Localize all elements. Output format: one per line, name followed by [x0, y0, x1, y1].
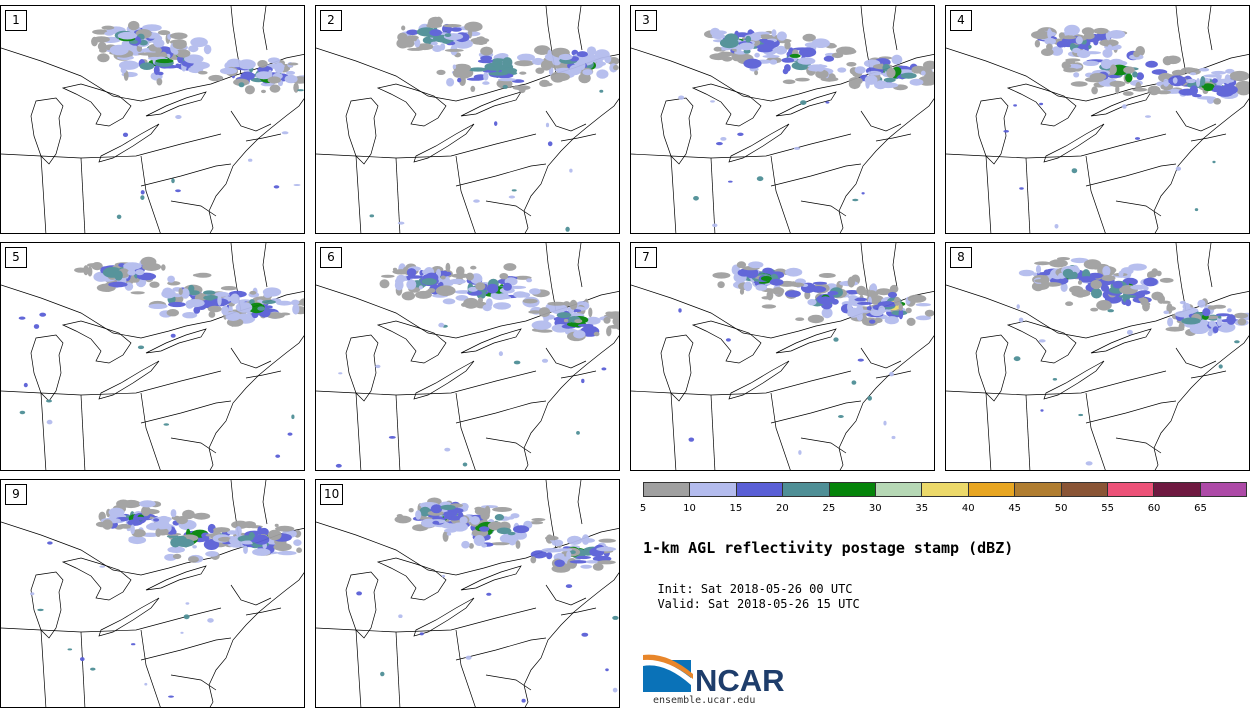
member-panel: 1	[0, 5, 305, 234]
colorbar-tick: 55	[1101, 503, 1114, 514]
colorbar-segment	[1154, 483, 1201, 496]
colorbar-segment	[1200, 483, 1247, 496]
member-panel: 9	[0, 479, 305, 708]
logo-brand-text: NCAR	[695, 663, 785, 694]
colorbar-tick: 60	[1147, 503, 1161, 514]
member-panel: 6	[315, 242, 620, 471]
colorbar-segment	[968, 483, 1016, 496]
colorbar-tick: 45	[1008, 503, 1022, 514]
colorbar-tick: 30	[868, 503, 882, 514]
colorbar-tick: 20	[776, 503, 789, 514]
figure-title: 1-km AGL reflectivity postage stamp (dBZ…	[643, 539, 1014, 557]
reflectivity-map	[946, 243, 1249, 470]
member-number-label: 1	[5, 10, 27, 31]
colorbar-segment	[1015, 483, 1062, 496]
colorbar-segment	[1107, 483, 1155, 496]
reflectivity-map	[316, 6, 619, 233]
member-number-label: 5	[5, 247, 27, 268]
colorbar-tick: 15	[729, 503, 743, 514]
init-label: Init:	[657, 582, 694, 596]
colorbar-segment	[644, 483, 691, 496]
colorbar-segment	[1061, 483, 1108, 496]
valid-line: Valid: Sat 2018-05-26 15 UTC	[643, 583, 860, 611]
colorbar-tick: 40	[961, 503, 975, 514]
member-number-label: 7	[635, 247, 657, 268]
reflectivity-map	[631, 243, 934, 470]
member-number-label: 4	[950, 10, 972, 31]
colorbar-tick: 10	[683, 503, 696, 514]
reflectivity-map	[316, 480, 619, 707]
reflectivity-colorbar	[643, 482, 1247, 497]
member-number-label: 8	[950, 247, 972, 268]
init-value: Sat 2018-05-26 00 UTC	[700, 582, 853, 596]
colorbar-segment	[690, 483, 737, 496]
valid-label: Valid:	[657, 597, 701, 611]
colorbar-segment	[875, 483, 923, 496]
member-panel: 2	[315, 5, 620, 234]
reflectivity-map	[946, 6, 1249, 233]
member-panel: 4	[945, 5, 1250, 234]
reflectivity-map	[316, 243, 619, 470]
reflectivity-map	[631, 6, 934, 233]
member-panel: 8	[945, 242, 1250, 471]
colorbar-segment	[736, 483, 784, 496]
member-number-label: 9	[5, 484, 27, 505]
colorbar-tick: 35	[915, 503, 929, 514]
member-panel: 5	[0, 242, 305, 471]
ncar-logo: NCAR	[643, 654, 785, 694]
member-number-label: 10	[320, 484, 344, 505]
colorbar-tick: 65	[1194, 503, 1207, 514]
member-panel: 10	[315, 479, 620, 708]
member-number-label: 2	[320, 10, 342, 31]
init-line: Init: Sat 2018-05-26 00 UTC	[643, 568, 853, 596]
member-number-label: 3	[635, 10, 657, 31]
reflectivity-map	[1, 243, 304, 470]
reflectivity-map	[1, 6, 304, 233]
member-panel: 7	[630, 242, 935, 471]
valid-value: Sat 2018-05-26 15 UTC	[708, 597, 860, 611]
colorbar-tick: 5	[639, 503, 647, 514]
member-panel: 3	[630, 5, 935, 234]
reflectivity-map	[1, 480, 304, 707]
colorbar-tick-labels: 5 10 15 20 25 30 35 40 45 50 55 60 65	[639, 503, 1247, 517]
colorbar-tick: 50	[1054, 503, 1068, 514]
member-number-label: 6	[320, 247, 342, 268]
colorbar-segment	[829, 483, 876, 496]
website-url[interactable]: ensemble.ucar.edu	[653, 695, 756, 706]
colorbar-segment	[783, 483, 830, 496]
colorbar-segment	[922, 483, 969, 496]
colorbar-tick: 25	[822, 503, 836, 514]
